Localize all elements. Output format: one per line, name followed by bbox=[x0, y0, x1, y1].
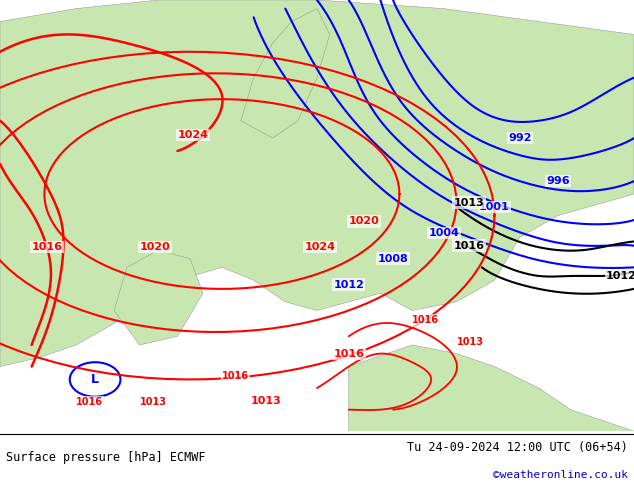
Text: L: L bbox=[91, 373, 99, 386]
Text: 1001: 1001 bbox=[479, 202, 510, 212]
Text: Tu 24-09-2024 12:00 UTC (06+54): Tu 24-09-2024 12:00 UTC (06+54) bbox=[407, 441, 628, 454]
Text: 1013: 1013 bbox=[139, 397, 167, 407]
Text: 1013: 1013 bbox=[251, 396, 281, 406]
Polygon shape bbox=[114, 250, 203, 345]
Text: Surface pressure [hPa] ECMWF: Surface pressure [hPa] ECMWF bbox=[6, 451, 206, 464]
Text: 1004: 1004 bbox=[429, 228, 459, 238]
Polygon shape bbox=[241, 9, 330, 138]
Text: 1024: 1024 bbox=[178, 130, 209, 140]
Text: 1020: 1020 bbox=[349, 216, 380, 226]
Text: 1016: 1016 bbox=[333, 348, 364, 359]
Text: 992: 992 bbox=[508, 133, 532, 143]
Polygon shape bbox=[349, 345, 634, 431]
Text: 1020: 1020 bbox=[139, 242, 171, 252]
Text: 1016: 1016 bbox=[32, 242, 63, 252]
Text: 1013: 1013 bbox=[454, 197, 484, 208]
Text: 1016: 1016 bbox=[412, 316, 439, 325]
Text: 1012: 1012 bbox=[606, 271, 634, 281]
Polygon shape bbox=[0, 0, 634, 367]
Text: 1016: 1016 bbox=[222, 371, 249, 381]
Text: 1013: 1013 bbox=[456, 337, 484, 347]
Text: 1012: 1012 bbox=[333, 280, 364, 290]
Text: 1008: 1008 bbox=[378, 254, 408, 264]
Text: 1016: 1016 bbox=[76, 397, 103, 407]
Text: ©weatheronline.co.uk: ©weatheronline.co.uk bbox=[493, 470, 628, 480]
Text: 996: 996 bbox=[546, 176, 570, 186]
Text: 1024: 1024 bbox=[304, 242, 335, 252]
Text: 1016: 1016 bbox=[454, 241, 484, 251]
